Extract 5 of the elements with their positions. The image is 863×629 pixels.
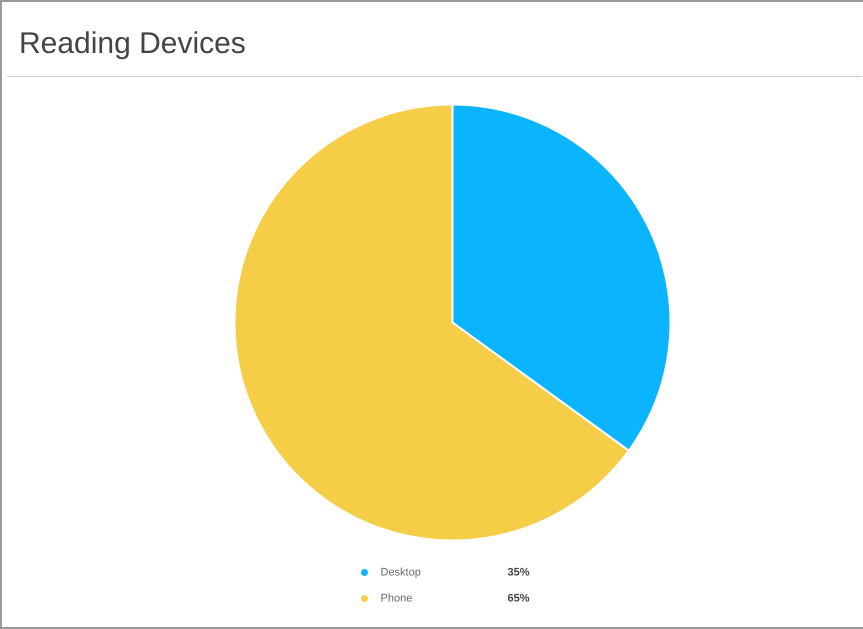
legend-label: Desktop [380, 566, 421, 578]
data-label: 35% [508, 566, 530, 578]
chart-title: Reading Devices [19, 26, 246, 62]
legend-label: Phone [380, 592, 412, 604]
data-label: 65% [508, 592, 530, 604]
